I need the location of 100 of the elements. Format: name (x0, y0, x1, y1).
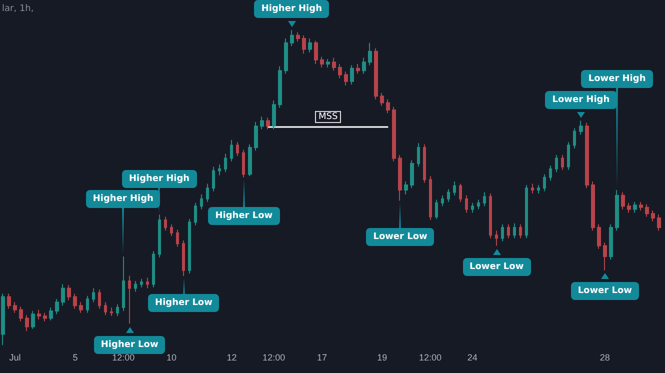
x-tick-label: 17 (316, 352, 327, 362)
candlestick (260, 116, 264, 130)
candlestick (218, 164, 221, 176)
candlestick (13, 302, 17, 314)
candlestick (194, 202, 197, 226)
candlestick (146, 277, 149, 289)
x-tick-label: 5 (72, 352, 78, 362)
candlestick (645, 204, 649, 218)
candlestick (374, 48, 378, 100)
candlestick (296, 32, 300, 42)
annotation: MSS (315, 111, 341, 124)
candlestick (392, 106, 396, 162)
candlestick (49, 307, 53, 321)
candlestick (182, 240, 185, 277)
candlestick (483, 192, 486, 207)
candlestick (43, 312, 47, 322)
candlestick (519, 224, 522, 239)
candlestick (549, 165, 552, 182)
candlestick (435, 199, 438, 220)
candlestick (224, 153, 227, 173)
candlestick (591, 181, 595, 232)
annotation: Higher High (122, 170, 197, 188)
chart-title: lar, 1h, (2, 4, 34, 14)
candlestick (429, 176, 432, 220)
candlestick (284, 38, 288, 74)
candlestick (206, 183, 209, 202)
candlestick (386, 98, 390, 114)
x-tick-label: 28 (600, 352, 610, 362)
candlestick (272, 100, 276, 130)
candlestick (543, 174, 546, 192)
x-tick-label: 19 (377, 352, 388, 362)
candlestick (495, 230, 498, 246)
candlestick (453, 181, 456, 196)
candlestick (356, 64, 360, 74)
candlestick (55, 298, 59, 315)
candlestick (573, 128, 576, 149)
candlestick (639, 201, 643, 211)
candlestick (1, 293, 5, 346)
candlestick (230, 139, 233, 162)
candlestick (200, 194, 203, 210)
candlestick (603, 242, 607, 271)
candlestick (188, 218, 191, 274)
candlestick (423, 144, 426, 184)
candlestick (308, 38, 312, 53)
candlestick (537, 184, 540, 194)
candlestick (236, 142, 239, 156)
candlestick (314, 40, 318, 65)
candlestick (254, 121, 258, 152)
candlestick (266, 117, 270, 130)
candlestick (447, 188, 450, 202)
candlestick (67, 284, 71, 301)
candlestick (248, 144, 252, 177)
candlestick (362, 57, 366, 74)
candlestick (158, 214, 161, 258)
candlestick (79, 302, 83, 314)
candlestick (302, 34, 306, 54)
candlestick (417, 142, 420, 168)
candlestick (61, 284, 65, 306)
candlestick (477, 199, 480, 210)
candlestick (338, 64, 342, 79)
candlestick (128, 275, 131, 324)
candlestick (567, 142, 570, 170)
candlestick (531, 183, 534, 194)
candlestick (86, 295, 89, 314)
candlestick (7, 293, 11, 310)
candlestick (368, 42, 372, 66)
x-tick-label: 10 (166, 352, 177, 362)
candlestick (122, 256, 125, 312)
candlestick (332, 57, 336, 72)
candlestick (31, 310, 35, 330)
annotation: Lower High (581, 70, 653, 88)
candlestick (170, 224, 173, 237)
candlestick (525, 184, 528, 239)
candlestick (73, 293, 77, 310)
annotation: Higher Low (148, 294, 220, 312)
candlestick (489, 192, 492, 239)
candlestick (561, 154, 564, 170)
candlestick (116, 304, 119, 317)
annotation: Higher Low (94, 336, 166, 354)
candlestick (579, 120, 583, 136)
candlestick (140, 278, 143, 288)
candlestick (507, 224, 510, 239)
candlestick (176, 229, 179, 248)
candlestick (441, 194, 444, 207)
annotation: Lower High (545, 90, 617, 109)
annotation: Higher High (254, 0, 329, 18)
candlestick (597, 224, 601, 250)
candlestick (657, 214, 661, 232)
candlestick (380, 92, 384, 106)
annotation: Lower Low (462, 258, 531, 276)
candlestick (290, 30, 294, 47)
candlestick (278, 66, 282, 108)
candlestick (615, 190, 619, 232)
candlestick (98, 289, 101, 310)
x-tick-label: 12:00 (262, 352, 286, 362)
candlestick (25, 314, 29, 332)
candlestick (152, 250, 155, 288)
candlestick (242, 149, 245, 178)
candlestick (19, 306, 23, 322)
candlestick (471, 202, 474, 214)
